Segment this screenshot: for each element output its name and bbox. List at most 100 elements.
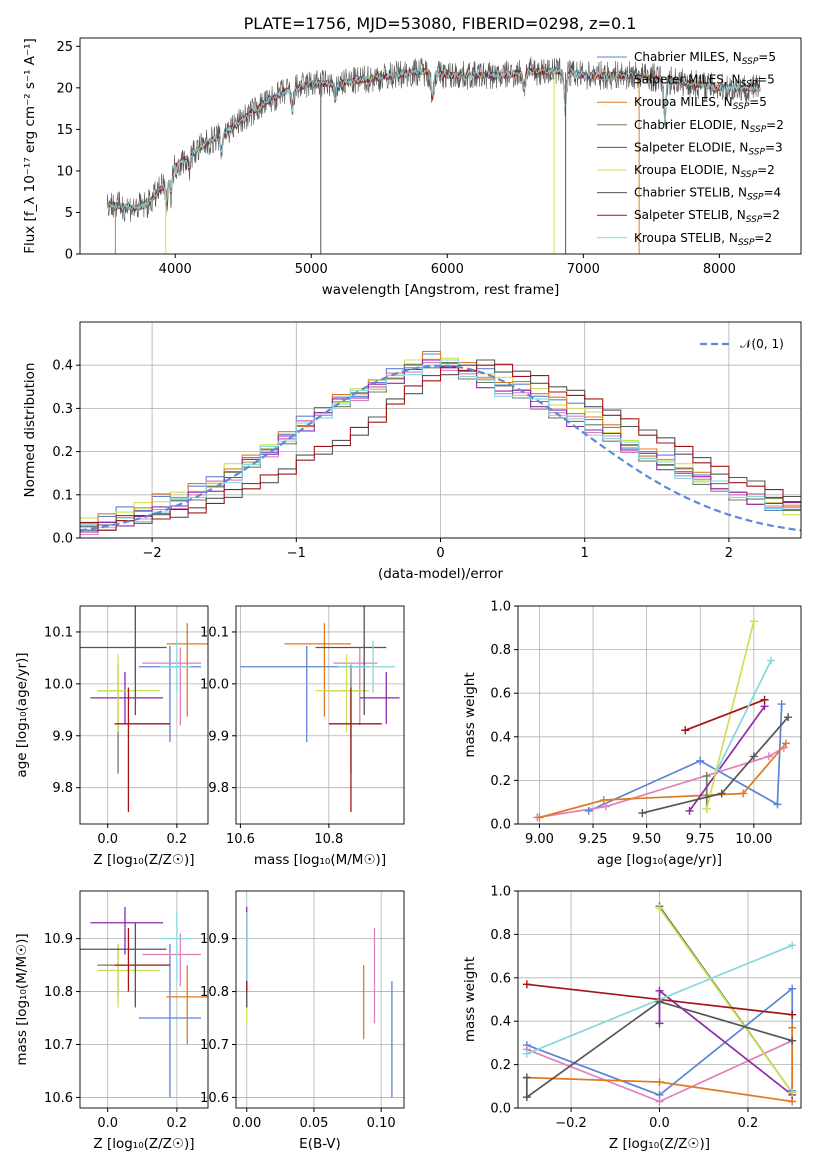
legend-subscript: SSP bbox=[742, 57, 759, 67]
legend-subscript: SSP bbox=[746, 215, 763, 225]
x-tick-label: 2 bbox=[725, 546, 733, 561]
weight-marker-salpeter_stelib bbox=[788, 1010, 797, 1019]
axes-frame bbox=[235, 605, 405, 825]
weight-marker-chabrier_elodie bbox=[702, 772, 711, 781]
axes-frame bbox=[517, 605, 802, 825]
weight-marker-chabrier_miles bbox=[773, 800, 782, 809]
x-tick-label: 6000 bbox=[431, 262, 464, 277]
y-tick-label: 0.4 bbox=[52, 359, 73, 374]
weight-marker-kroupa_miles bbox=[781, 739, 790, 748]
legend-label-chabrier_miles: Chabrier MILES, NSSP=5 bbox=[634, 50, 776, 67]
legend-text: Chabrier MILES, N bbox=[634, 50, 742, 64]
y-tick-label: 10.6 bbox=[44, 1091, 73, 1106]
legend-text: =2 bbox=[766, 118, 784, 132]
grid bbox=[236, 606, 404, 824]
x-tick-label: 10.00 bbox=[735, 832, 772, 847]
x-axis-label: E(B-V) bbox=[299, 1136, 341, 1152]
y-axis-label: mass [log₁₀(M/M☉)] bbox=[14, 933, 30, 1065]
weight-marker-kroupa_elodie bbox=[788, 1088, 797, 1097]
x-tick-label: 10.8 bbox=[314, 832, 343, 847]
weight-marker-kroupa_miles bbox=[788, 1023, 797, 1032]
legend-text: =2 bbox=[754, 231, 772, 245]
axes-ebv_mass: 0.00 0.05 0.10 10.6 10.7 10.8 10.9 E(B-V) bbox=[200, 890, 405, 1152]
weight-marker-chabrier_stelib bbox=[788, 1036, 797, 1045]
y-tick-label: 0.2 bbox=[52, 445, 73, 460]
normal-curve bbox=[80, 364, 801, 532]
y-tick-label: 0.4 bbox=[490, 730, 511, 745]
weight-marker-salpeter_elodie bbox=[685, 806, 694, 815]
weight-marker-kroupa_stelib bbox=[522, 1049, 531, 1058]
legend-subscript: SSP bbox=[733, 102, 750, 112]
weight-marker-kroupa_miles bbox=[599, 796, 608, 805]
x-tick-label: 0.2 bbox=[167, 1116, 188, 1131]
legend-subscript: SSP bbox=[748, 147, 765, 157]
y-tick-label: 0.6 bbox=[490, 971, 511, 986]
x-tick-label: 0.0 bbox=[649, 1116, 670, 1131]
y-tick-label: 1.0 bbox=[490, 600, 511, 615]
axes-frame bbox=[235, 890, 405, 1109]
legend-text: Salpeter STELIB, N bbox=[634, 208, 746, 222]
legend-label-chabrier_stelib: Chabrier STELIB, NSSP=4 bbox=[634, 186, 781, 203]
x-tick-label: 0.2 bbox=[167, 832, 188, 847]
x-tick-label: 0.10 bbox=[367, 1116, 396, 1131]
legend-label-salpeter_elodie: Salpeter ELODIE, NSSP=3 bbox=[634, 140, 783, 157]
y-tick-label: 10.7 bbox=[44, 1038, 73, 1053]
weight-marker-salpeter_miles bbox=[601, 802, 610, 811]
y-tick-label: 15 bbox=[56, 123, 73, 138]
axes-frame bbox=[517, 890, 802, 1109]
x-tick-label: 0.2 bbox=[738, 1116, 759, 1131]
y-tick-label: 10.1 bbox=[200, 625, 229, 640]
y-tick-label: 10.9 bbox=[44, 932, 73, 947]
y-axis-label: mass weight bbox=[462, 672, 478, 757]
weight-marker-kroupa_miles bbox=[655, 1077, 664, 1086]
x-tick-label: 9.50 bbox=[632, 832, 661, 847]
axes-spectrum: 4000 5000 6000 7000 8000 0 5 10 15 20 25 wavelength… bbox=[22, 37, 802, 298]
weight-marker-kroupa_stelib bbox=[713, 765, 722, 774]
weight-marker-chabrier_stelib bbox=[717, 789, 726, 798]
y-tick-label: 9.8 bbox=[52, 781, 73, 796]
x-tick-label: 8000 bbox=[703, 262, 736, 277]
y-tick-label: 0.3 bbox=[52, 402, 73, 417]
weight-marker-chabrier_miles bbox=[584, 806, 593, 815]
x-tick-label: 1 bbox=[581, 546, 589, 561]
y-tick-label: 10.0 bbox=[44, 677, 73, 692]
y-tick-label: 10.6 bbox=[200, 1091, 229, 1106]
weight-line-kroupa_elodie bbox=[705, 621, 755, 809]
x-axis-label: wavelength [Angstrom, rest frame] bbox=[322, 282, 560, 298]
x-tick-label: 0 bbox=[436, 546, 444, 561]
legend-text: =4 bbox=[764, 186, 782, 200]
weight-marker-kroupa_stelib bbox=[788, 941, 797, 950]
x-tick-label: 0.00 bbox=[232, 1116, 261, 1131]
legend-label-kroupa_miles: Kroupa MILES, NSSP=5 bbox=[634, 95, 767, 112]
weight-marker-salpeter_miles bbox=[779, 743, 788, 752]
x-tick-label: 0.0 bbox=[97, 832, 118, 847]
grid bbox=[80, 891, 208, 1108]
weight-marker-kroupa_elodie bbox=[655, 904, 664, 913]
weight-marker-kroupa_elodie bbox=[749, 617, 758, 626]
x-axis-label: age [log₁₀(age/yr)] bbox=[597, 852, 722, 868]
legend-text: Chabrier STELIB, N bbox=[634, 186, 747, 200]
weight-line-chabrier_miles bbox=[588, 704, 783, 812]
legend-label-chabrier_elodie: Chabrier ELODIE, NSSP=2 bbox=[634, 118, 784, 135]
legend-text: Chabrier ELODIE, N bbox=[634, 118, 750, 132]
y-tick-label: 20 bbox=[56, 81, 73, 96]
legend-text: =5 bbox=[757, 73, 775, 87]
weight-line-kroupa_miles bbox=[526, 1027, 794, 1103]
legend-text: Kroupa ELODIE, N bbox=[634, 163, 741, 177]
weight-marker-kroupa_miles bbox=[739, 789, 748, 798]
legend-text: Salpeter ELODIE, N bbox=[634, 140, 748, 154]
plot-area bbox=[106, 56, 761, 254]
x-axis-label: Z [log₁₀(Z/Z☉)] bbox=[93, 852, 194, 868]
x-axis-label: Z [log₁₀(Z/Z☉)] bbox=[609, 1136, 710, 1152]
weight-marker-salpeter_miles bbox=[764, 752, 773, 761]
weight-marker-kroupa_elodie bbox=[702, 804, 711, 813]
legend-text: =2 bbox=[757, 163, 775, 177]
y-axis-label: Flux [f_λ 10⁻¹⁷ erg cm⁻² s⁻¹ A⁻¹] bbox=[22, 38, 38, 254]
weight-marker-chabrier_stelib bbox=[655, 997, 664, 1006]
x-axis-label: (data-model)/error bbox=[378, 566, 504, 582]
weight-marker-salpeter_stelib bbox=[522, 980, 531, 989]
legend-text: =5 bbox=[758, 50, 776, 64]
y-tick-label: 0.2 bbox=[490, 774, 511, 789]
figure-title: PLATE=1756, MJD=53080, FIBERID=0298, z=0… bbox=[244, 14, 637, 33]
